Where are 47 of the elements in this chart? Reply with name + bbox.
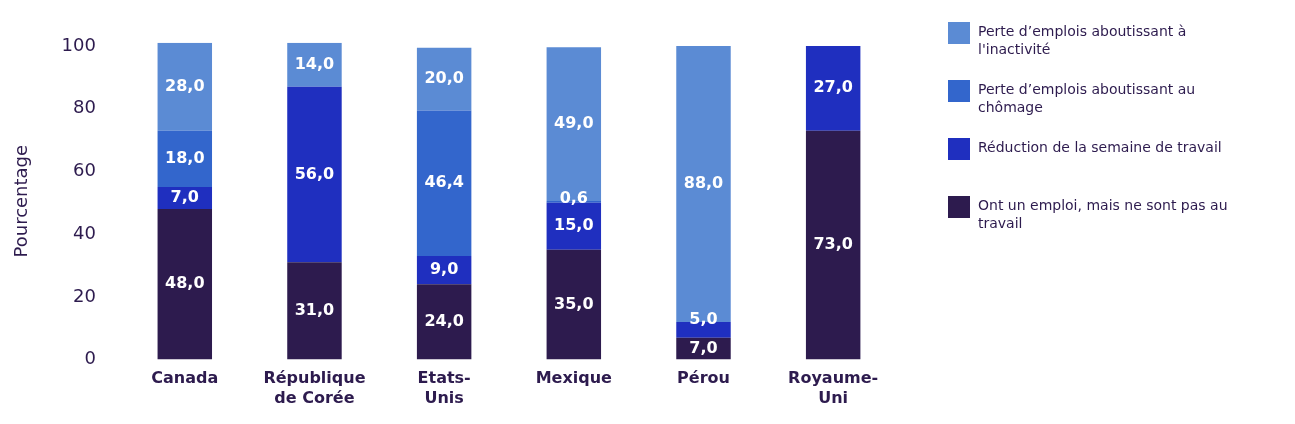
data-label: 28,0 [165, 75, 205, 95]
y-tick-label: 20 [73, 284, 96, 306]
x-tick-label: Royaume-Uni [788, 368, 879, 407]
data-label: 24,0 [424, 311, 464, 331]
data-label: 48,0 [165, 273, 205, 293]
data-label: 73,0 [813, 234, 853, 254]
y-tick-label: 100 [61, 33, 96, 55]
x-tick-label: République de Corée [263, 368, 366, 407]
y-tick-label: 80 [73, 96, 96, 118]
data-label: 9,0 [429, 259, 459, 279]
data-label: 14,0 [294, 53, 335, 73]
y-axis-title: Pourcentage [10, 144, 32, 258]
data-label: 15,0 [554, 215, 594, 235]
bar [416, 284, 472, 360]
data-label: 46,4 [424, 172, 464, 192]
data-label: 0,6 [559, 188, 588, 208]
data-label: 35,0 [554, 293, 594, 313]
bar [287, 86, 342, 263]
x-tick-label: Pérou [677, 368, 730, 388]
bar [416, 47, 472, 111]
bar [157, 42, 213, 131]
data-label: 20,0 [424, 68, 464, 88]
y-tick-label: 40 [73, 221, 96, 243]
y-tick-label: 0 [84, 347, 96, 369]
x-tick-label: Mexique [535, 368, 613, 388]
legend-label: Perte d’emplois aboutissant au chômage [978, 80, 1197, 116]
data-label: 7,0 [689, 337, 718, 357]
data-label: 56,0 [294, 163, 335, 183]
x-tick-label: Canada [151, 368, 219, 388]
legend-label: Ont un emploi, mais ne sont pas au travail [978, 196, 1229, 232]
bar [416, 110, 472, 257]
bar [805, 45, 861, 131]
legend-label: Perte d’emplois aboutissant à l'inactivité [978, 22, 1188, 58]
x-tick-label: Etats-Unis [417, 368, 471, 407]
data-label: 27,0 [813, 77, 853, 97]
bar [805, 130, 861, 360]
data-label: 49,0 [554, 113, 594, 133]
data-label: 7,0 [170, 187, 199, 207]
bar [287, 42, 342, 87]
bar [157, 209, 213, 360]
bar [287, 262, 342, 360]
legend-label: Réduction de la semaine de travail [978, 138, 1222, 156]
data-label: 31,0 [294, 300, 335, 320]
data-label: 18,0 [165, 148, 205, 168]
data-label: 88,0 [683, 173, 724, 193]
bar [546, 249, 602, 360]
y-tick-label: 60 [73, 159, 96, 181]
